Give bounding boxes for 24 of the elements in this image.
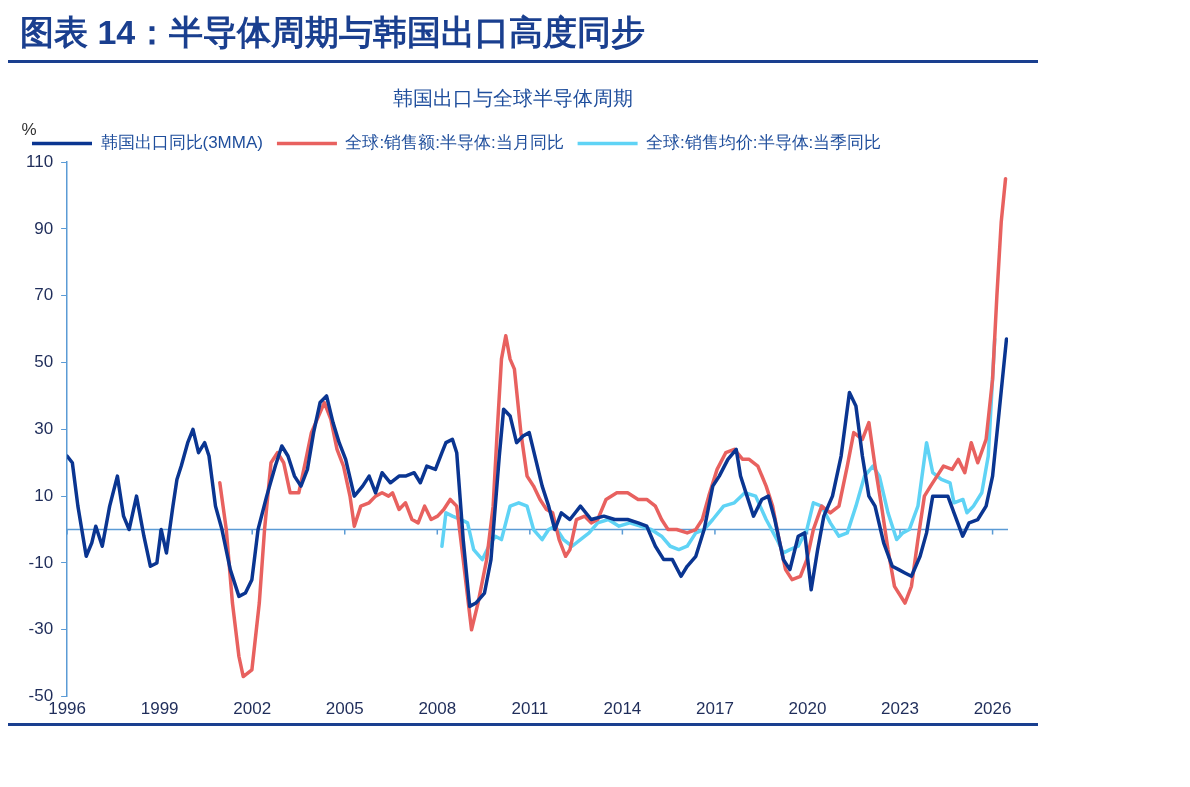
y-tick-label: -30 — [28, 619, 54, 639]
x-tick-label: 2023 — [881, 699, 919, 719]
y-tick-label: 110 — [25, 151, 54, 171]
legend-label: 全球:销售额:半导体:当月同比 — [345, 133, 564, 153]
y-tick-label: -10 — [28, 552, 54, 572]
x-tick-label: 2014 — [603, 699, 642, 719]
y-tick-label: 10 — [34, 485, 54, 505]
legend-label: 韩国出口同比(3MMA) — [100, 133, 263, 153]
x-tick-label: 2002 — [233, 699, 272, 719]
chart-title: 图表 14：半导体周期与韩国出口高度同步 — [19, 12, 647, 53]
x-tick-label: 2011 — [511, 699, 549, 719]
y-axis-title: % — [21, 119, 37, 139]
y-tick-label: 70 — [34, 285, 54, 305]
x-tick-label: 2020 — [788, 699, 827, 719]
y-tick-label: 30 — [34, 418, 54, 438]
x-tick-label: 2026 — [973, 699, 1012, 719]
chart-subtitle: 韩国出口与全球半导体周期 — [393, 86, 633, 109]
x-tick-label: 2005 — [325, 699, 364, 719]
x-tick-label: 2017 — [696, 699, 734, 719]
y-tick-label: 90 — [34, 218, 54, 238]
x-tick-label: 1999 — [140, 699, 179, 719]
x-tick-label: 2008 — [418, 699, 457, 719]
legend-label: 全球:销售均价:半导体:当季同比 — [646, 133, 882, 153]
y-tick-label: 50 — [34, 352, 54, 372]
